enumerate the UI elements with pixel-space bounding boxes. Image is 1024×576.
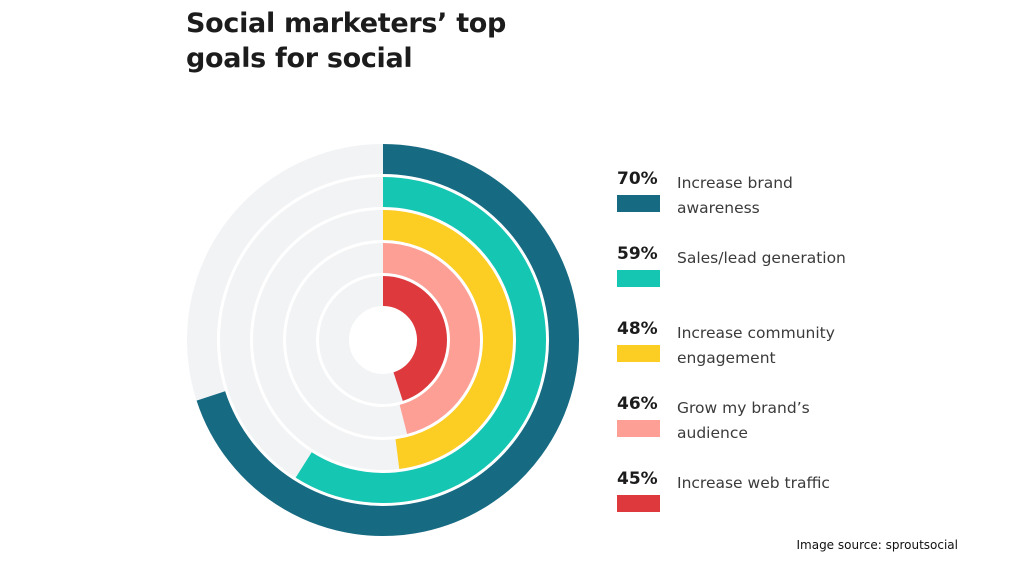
legend-label: Sales/lead generation: [677, 249, 846, 267]
legend-item: 45% Increase web traffic: [617, 468, 877, 543]
ring-bar: [196, 144, 579, 536]
legend-swatch: [617, 195, 660, 212]
legend-percent: 70%: [617, 169, 658, 189]
legend-percent: 46%: [617, 394, 658, 414]
legend-label: Grow my brand’s audience: [677, 399, 810, 442]
legend-label: Increase community engagement: [677, 324, 835, 367]
legend-percent: 59%: [617, 244, 658, 264]
legend-label: Increase web traffic: [677, 474, 830, 492]
legend-label: Increase brand awareness: [677, 174, 793, 217]
legend-percent: 48%: [617, 319, 658, 339]
legend-item: 59% Sales/lead generation: [617, 243, 877, 318]
chart-title: Social marketers’ top goals for social: [186, 8, 507, 74]
legend-item: 46% Grow my brand’s audience: [617, 393, 877, 468]
legend-swatch: [617, 270, 660, 287]
legend-swatch: [617, 420, 660, 437]
legend-percent: 45%: [617, 469, 658, 489]
ring-bar: [382, 276, 447, 401]
image-source-caption: Image source: sproutsocial: [796, 538, 958, 552]
ring-bar: [295, 177, 546, 503]
legend: 70% Increase brand awareness 59% Sales/lead…: [617, 168, 877, 543]
legend-swatch: [617, 495, 660, 512]
ring-bar: [382, 243, 480, 434]
legend-item: 70% Increase brand awareness: [617, 168, 877, 243]
legend-item: 48% Increase community engagement: [617, 318, 877, 393]
ring-bar: [382, 210, 513, 469]
legend-swatch: [617, 345, 660, 362]
